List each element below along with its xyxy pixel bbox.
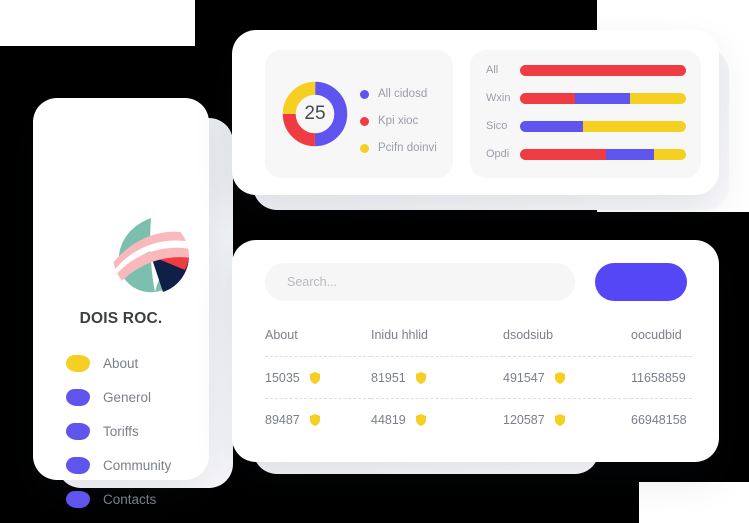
cell-value: 89487 — [265, 413, 300, 427]
column-header-inidu-hhlid[interactable]: Inidu hhlid — [371, 328, 503, 357]
shield-icon — [309, 372, 320, 384]
table-cell: 491547 — [503, 356, 631, 399]
table-header-row: About Inidu hhlid dsodsiub oocudbid — [265, 328, 692, 357]
cell-value: 11658859 — [631, 371, 686, 385]
bar-segment-pcifn-doinvi — [629, 92, 686, 104]
cell-value: 15035 — [265, 371, 300, 385]
column-header-dsodsiub[interactable]: dsodsiub — [503, 328, 631, 357]
shield-icon — [309, 414, 320, 426]
swatch-icon — [66, 354, 90, 372]
background-block-top-left — [0, 0, 195, 46]
swatch-icon — [66, 388, 90, 406]
brand-logo — [111, 216, 191, 296]
sidebar-item-generol[interactable]: Generol — [33, 380, 209, 414]
bar-category-label: Sico — [486, 120, 508, 132]
donut-chart-svg — [282, 81, 348, 147]
bar-row: Sico — [486, 119, 686, 133]
bar-row: All — [486, 63, 686, 77]
column-header-oocudbid[interactable]: oocudbid — [631, 328, 692, 357]
sidebar-item-toriffs[interactable]: Toriffs — [33, 414, 209, 448]
brand-name: DOIS ROC. — [79, 310, 163, 327]
table-cell: 66948158 — [631, 399, 692, 441]
table-row[interactable]: 89487 44819 12 — [265, 399, 692, 441]
swatch-icon — [66, 422, 90, 440]
table-row[interactable]: 15035 81951 49 — [265, 356, 692, 399]
table-cell: 81951 — [371, 356, 503, 399]
table-cell: 120587 — [503, 399, 631, 441]
sidebar-item-label: Generol — [103, 389, 152, 405]
donut-center-value: 25 — [304, 103, 326, 124]
cell-value: 44819 — [371, 413, 406, 427]
column-header-about[interactable]: About — [265, 328, 371, 357]
swatch-icon — [66, 490, 90, 508]
cell-value: 81951 — [371, 371, 406, 385]
bar-segment-kpi-xioc — [520, 92, 575, 104]
data-table: About Inidu hhlid dsodsiub oocudbid 1503… — [265, 328, 692, 440]
legend-item: Pcifn doinvi — [360, 137, 456, 159]
bar-segment-all-cidosd — [606, 148, 655, 160]
search-button[interactable] — [595, 263, 687, 301]
stacked-bar-chart: All Wxin Sico Opdi — [486, 63, 686, 175]
cell-value: 491547 — [503, 371, 545, 385]
bar-track — [520, 148, 686, 160]
legend-label: Kpi xioc — [378, 115, 419, 127]
swatch-icon — [66, 456, 90, 474]
sidebar-item-label: Community — [103, 457, 172, 473]
legend-dot-icon — [360, 89, 369, 99]
bar-segment-pcifn-doinvi — [654, 148, 686, 160]
sidebar-item-label: Contacts — [103, 491, 157, 507]
bar-track — [520, 64, 686, 76]
table-cell: 11658859 — [631, 356, 692, 399]
table-cell: 44819 — [371, 399, 503, 441]
cell-value: 120587 — [503, 413, 545, 427]
donut-legend: All cidosd Kpi xioc Pcifn doinvi — [360, 83, 456, 164]
bar-segment-all-cidosd — [520, 120, 584, 132]
background-block-bottom-right — [639, 482, 749, 523]
bar-segment-kpi-xioc — [520, 148, 607, 160]
shield-icon — [554, 372, 565, 384]
bar-segment-all-cidosd — [574, 92, 630, 104]
donut-slice-all-cidosd — [282, 81, 348, 147]
legend-dot-icon — [360, 116, 369, 126]
sidebar-item-contacts[interactable]: Contacts — [33, 482, 209, 516]
bar-row: Wxin — [486, 91, 686, 105]
bar-segment-pcifn-doinvi — [583, 120, 686, 132]
search-input[interactable] — [265, 263, 575, 301]
donut-slice-pcifn-doinvi — [282, 81, 348, 147]
abstract-circle-logo-icon — [113, 218, 189, 293]
shield-icon — [415, 414, 426, 426]
legend-item: Kpi xioc — [360, 110, 456, 132]
legend-item: All cidosd — [360, 83, 456, 105]
legend-dot-icon — [360, 143, 369, 153]
sidebar-card: DOIS ROC. About Generol Toriffs Communit… — [33, 98, 209, 508]
bar-track — [520, 92, 686, 104]
sidebar-item-about[interactable]: About — [33, 346, 209, 380]
sidebar-item-community[interactable]: Community — [33, 448, 209, 482]
sidebar-item-label: Toriffs — [103, 423, 139, 439]
sidebar-item-label: About — [103, 355, 139, 371]
bar-row: Opdi — [486, 147, 686, 161]
bar-track — [520, 120, 686, 132]
bar-category-label: Wxin — [486, 92, 511, 104]
shield-icon — [415, 372, 426, 384]
table-cell: 15035 — [265, 356, 371, 399]
donut-slice-kpi-xioc — [282, 81, 348, 147]
sidebar-nav: About Generol Toriffs Community Contacts — [33, 346, 209, 523]
donut-chart: 25 — [281, 80, 349, 148]
shield-icon — [554, 414, 565, 426]
legend-label: Pcifn doinvi — [378, 142, 437, 154]
cell-value: 66948158 — [631, 413, 687, 427]
bar-segment-kpi-xioc — [520, 64, 686, 76]
donut-chart-panel — [265, 50, 453, 178]
table-cell: 89487 — [265, 399, 371, 441]
bar-category-label: All — [486, 64, 499, 76]
bar-category-label: Opdi — [486, 148, 510, 160]
legend-label: All cidosd — [378, 88, 428, 100]
